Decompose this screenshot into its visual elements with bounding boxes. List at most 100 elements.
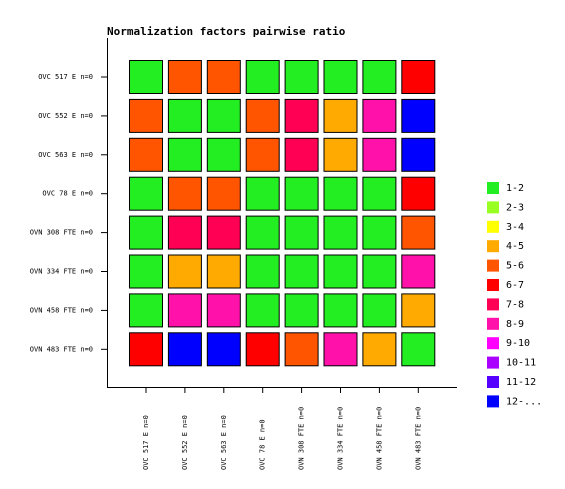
legend-swatch (487, 201, 499, 214)
cell (129, 176, 163, 211)
cell (323, 215, 358, 250)
cell (401, 137, 436, 172)
cell (245, 215, 280, 250)
cell (284, 176, 319, 211)
column-label: OVN 334 FTE n=0 (337, 407, 345, 470)
cell (245, 254, 280, 289)
cell (362, 98, 397, 133)
cell (401, 293, 436, 328)
cell (284, 60, 319, 94)
cell (284, 254, 319, 289)
cell (323, 176, 358, 211)
cell (167, 137, 202, 172)
row-label: OVN 308 FTE n=0 (30, 229, 93, 237)
row-label: OVC 563 E n=0 (38, 151, 93, 159)
column-label: OVC 552 E n=0 (181, 415, 189, 470)
legend-label: 7-8 (506, 299, 524, 310)
cell (362, 137, 397, 172)
cell (284, 98, 319, 133)
row-label: OVC 517 E n=0 (38, 73, 93, 81)
cell (167, 176, 202, 211)
legend-label: 6-7 (506, 280, 524, 291)
cell (401, 332, 436, 367)
cell (206, 254, 241, 289)
legend-label: 4-5 (506, 241, 524, 252)
cell (323, 254, 358, 289)
cell (129, 254, 163, 289)
legend-swatch (487, 356, 499, 369)
column-label: OVN 458 FTE n=0 (375, 407, 383, 470)
column-label: OVC 517 E n=0 (142, 415, 150, 470)
cell (401, 215, 436, 250)
cell (129, 332, 163, 367)
row-label: OVC 78 E n=0 (42, 190, 93, 198)
cell (245, 98, 280, 133)
cell (323, 332, 358, 367)
legend-swatch (487, 298, 499, 311)
column-label: OVN 308 FTE n=0 (298, 407, 306, 470)
cell (167, 254, 202, 289)
cell (129, 137, 163, 172)
legend-label: 3-4 (506, 222, 524, 233)
column-label: OVC 78 E n=0 (259, 419, 267, 470)
column-label: OVN 483 FTE n=0 (414, 407, 422, 470)
cell (401, 60, 436, 94)
cell (362, 60, 397, 94)
cell (284, 332, 319, 367)
legend-label: 12-... (506, 396, 542, 407)
cell (362, 215, 397, 250)
cell (362, 254, 397, 289)
legend-swatch (487, 279, 499, 291)
legend-swatch (487, 376, 499, 388)
legend-swatch (487, 259, 499, 272)
cell (129, 60, 163, 94)
row-label: OVC 552 E n=0 (38, 112, 93, 120)
cell (129, 293, 163, 328)
row-label: OVN 483 FTE n=0 (30, 345, 93, 353)
legend-swatch (487, 337, 499, 350)
legend-label: 2-3 (506, 202, 524, 213)
legend-swatch (487, 317, 499, 330)
cell (167, 332, 202, 367)
cell (362, 293, 397, 328)
legend-label: 10-11 (506, 358, 536, 369)
cell (323, 60, 358, 94)
legend-swatch (487, 182, 499, 194)
cell (167, 98, 202, 133)
cell (401, 176, 436, 211)
row-label: OVN 458 FTE n=0 (30, 306, 93, 314)
legend-label: 1-2 (506, 183, 524, 194)
legend-label: 8-9 (506, 319, 524, 330)
cell (245, 176, 280, 211)
cell (323, 293, 358, 328)
legend-swatch (487, 395, 499, 408)
column-label: OVC 563 E n=0 (220, 415, 228, 470)
legend-swatch (487, 220, 499, 233)
cell (284, 215, 319, 250)
legend-swatch (487, 240, 499, 253)
cell (284, 293, 319, 328)
chart-title: Normalization factors pairwise ratio (107, 25, 346, 38)
legend-label: 5-6 (506, 261, 524, 272)
cell (323, 98, 358, 133)
cell (129, 98, 163, 133)
cell (206, 215, 241, 250)
cell (129, 215, 163, 250)
cell (323, 137, 358, 172)
cell (206, 137, 241, 172)
cell (167, 215, 202, 250)
cell (245, 332, 280, 367)
cell (206, 98, 241, 133)
legend-label: 11-12 (506, 377, 536, 388)
cell (206, 293, 241, 328)
cell (206, 332, 241, 367)
cell (245, 293, 280, 328)
cell (167, 293, 202, 328)
cell (401, 254, 436, 289)
cell (206, 60, 241, 94)
cell (245, 137, 280, 172)
legend-label: 9-10 (506, 338, 530, 349)
cell (362, 332, 397, 367)
cell (245, 60, 280, 94)
